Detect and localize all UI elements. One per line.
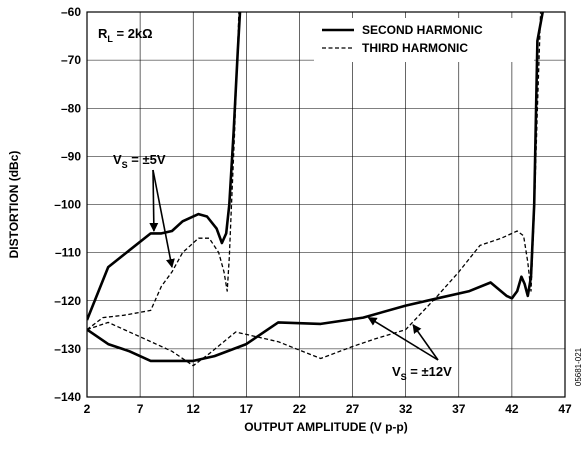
x-tick-label-5: 27 [346,402,360,416]
y-tick-label-1: –70 [61,53,81,67]
x-tick-label-7: 37 [452,402,466,416]
arrow-vs5-third [152,169,175,269]
arrow-vs12-third [412,323,439,361]
legend-label-0: SECOND HARMONIC [362,23,483,37]
vs5-rest: = ±5V [128,152,166,167]
series-line-third-harmonic-12v [87,12,542,367]
y-tick-label-8: –140 [54,390,81,404]
y-tick-label-2: –80 [61,101,81,115]
vs5-main: V [113,152,122,167]
supply-12v-annotation: VS = ±12V [392,364,452,382]
data-series [87,12,544,367]
grid [87,12,565,397]
series-line-third-harmonic-5v [87,12,240,331]
arrow-vs5-second [149,169,159,232]
figure-id: 05681-021 [574,347,583,386]
vs12-sub: S [401,372,407,382]
supply-5v-annotation: VS = ±5V [113,152,166,170]
x-tick-label-6: 32 [399,402,413,416]
legend-background [314,18,534,62]
y-tick-label-3: –90 [61,149,81,163]
y-tick-label-4: –100 [54,198,81,212]
legend-label-1: THIRD HARMONIC [362,41,468,55]
x-tick-label-8: 42 [505,402,519,416]
series-line-second-harmonic-12v [87,12,544,363]
load-sub: L [107,34,113,44]
x-axis-title: OUTPUT AMPLITUDE (V p-p) [244,420,408,434]
series-line-second-harmonic-5v [87,12,242,321]
legend: SECOND HARMONIC THIRD HARMONIC [314,18,534,62]
arrow-vs12-second [367,316,439,361]
y-tick-label-5: –110 [55,246,81,260]
load-rest: = 2kΩ [113,26,153,41]
x-tick-label-1: 7 [137,402,144,416]
annotation-arrows [149,169,439,361]
x-tick-label-9: 47 [558,402,572,416]
y-tick-label-7: –130 [54,342,81,356]
y-axis-title: DISTORTION (dBc) [7,151,21,259]
x-tick-label-0: 2 [84,402,91,416]
vs12-main: V [392,364,401,379]
vs12-rest: = ±12V [407,364,452,379]
y-tick-labels: –60 –70 –80 –90 –100 –110 –120 –130 –140 [54,5,81,404]
load-resistance-annotation: RL = 2kΩ [98,26,153,44]
vs5-sub: S [122,160,128,170]
x-tick-label-4: 22 [293,402,307,416]
x-tick-labels: 2 7 12 17 22 27 32 37 42 47 [84,402,572,416]
load-main: R [98,26,108,41]
x-tick-label-3: 17 [240,402,254,416]
plot-frame [86,11,566,398]
y-tick-label-0: –60 [61,5,81,19]
y-tick-label-6: –120 [54,294,81,308]
x-tick-label-2: 12 [187,402,201,416]
